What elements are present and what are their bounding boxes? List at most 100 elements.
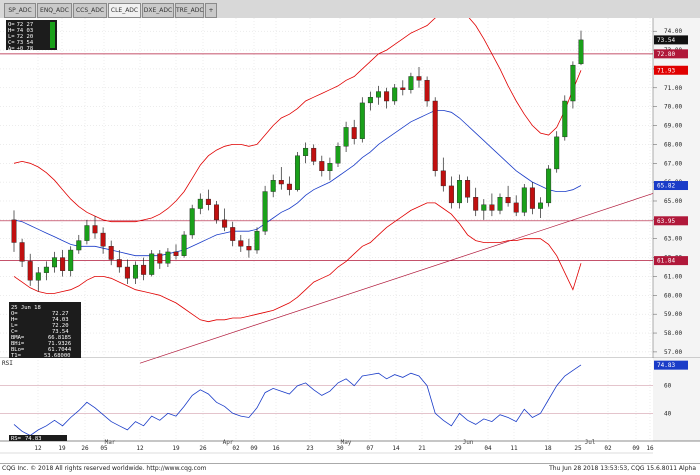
tab-dxe-adc[interactable]: DXE_ADC [142, 3, 174, 18]
rsi-pane [0, 358, 653, 441]
candle [562, 95, 568, 141]
tab-tre-adc[interactable]: TRE_ADC [175, 3, 204, 18]
candle [116, 250, 122, 273]
candle [262, 185, 268, 235]
tab-enq-adc[interactable]: ENQ_ADC [37, 3, 72, 18]
date-day-label: 26 [81, 445, 89, 452]
candle [213, 200, 219, 224]
candle [19, 238, 25, 268]
candle-body [157, 253, 163, 264]
price-tag-bg [654, 181, 688, 191]
candle [416, 67, 422, 88]
candle [351, 119, 357, 145]
rsi-tag-bg [654, 360, 688, 370]
candle [286, 176, 292, 196]
candle [448, 176, 454, 209]
date-day-label: 30 [336, 445, 344, 452]
candle [513, 195, 519, 217]
ohlc-change: Δ= +0 78 [8, 46, 33, 52]
candle [327, 157, 333, 181]
candle [311, 144, 317, 166]
candle [270, 174, 276, 198]
tab-cle-adc[interactable]: CLE_ADC [108, 3, 141, 18]
info-t1: T1= 53.68000 [11, 353, 71, 359]
date-month-label: May [341, 439, 352, 446]
candle-body [546, 168, 552, 204]
candle [384, 87, 390, 109]
candle-body [108, 246, 114, 260]
price-tag: 63.95 [654, 216, 688, 226]
price-tag-bg [654, 35, 688, 45]
tab-ccs-adc[interactable]: CCS_ADC [73, 3, 107, 18]
candle [68, 246, 74, 277]
candle-body [408, 76, 414, 90]
candle-body [262, 191, 268, 232]
date-day-label: 11 [510, 445, 518, 452]
price-tick-label: 61.00 [664, 273, 682, 280]
price-tick-label: 69.00 [664, 123, 682, 130]
candle-body [562, 100, 568, 138]
candle [181, 231, 187, 258]
price-pane [0, 18, 653, 367]
info-high: H= 74.03 [11, 317, 69, 323]
candle-body [376, 91, 382, 98]
add-tab-button[interactable]: + [205, 3, 217, 18]
candle [505, 185, 511, 207]
rsi-readout-bg [9, 435, 67, 441]
candle-body [367, 97, 373, 104]
price-tick-label: 59.00 [664, 311, 682, 318]
candle-body [473, 197, 479, 211]
candle [570, 61, 576, 109]
candle-body [165, 251, 171, 264]
rsi-axis-panel [653, 358, 700, 441]
trendline [139, 193, 654, 364]
price-tick-label: 70.00 [664, 104, 682, 111]
candle [132, 261, 138, 284]
candle [489, 193, 495, 217]
candle [246, 238, 252, 258]
candle-body [132, 264, 138, 279]
tab-sp-adc[interactable]: SP_ADC [4, 3, 36, 18]
bollinger-upper-band [13, 18, 582, 223]
candle-body [521, 187, 527, 213]
date-month-label: Apr [223, 439, 234, 446]
date-day-label: 02 [232, 445, 240, 452]
price-tag-value: 61.84 [657, 258, 675, 265]
price-tag-bg [654, 49, 688, 59]
price-chart-svg[interactable]: 74.0073.0072.0071.0070.0069.0068.0067.00… [0, 18, 700, 463]
candle-body [440, 170, 446, 187]
candle [367, 91, 373, 111]
candle-body [205, 198, 211, 205]
price-tick-label: 65.00 [664, 198, 682, 205]
candle [254, 227, 260, 254]
rsi-tag: 74.83 [654, 360, 688, 370]
candle-body [295, 155, 301, 190]
indicator-lines-layer [0, 18, 654, 364]
price-tag-value: 71.93 [657, 67, 675, 74]
candle-body [481, 204, 487, 211]
candle-body [270, 180, 276, 192]
price-tag: 71.93 [654, 65, 688, 75]
candle [497, 193, 503, 215]
candle-body [100, 232, 106, 247]
rsi-readout: RS= 74.83 [9, 435, 67, 442]
candle [335, 142, 341, 168]
price-axis-panel [653, 18, 700, 367]
info-date: 25 Jun 18 [11, 305, 41, 311]
candle [465, 176, 471, 203]
date-day-label: 04 [484, 445, 492, 452]
candle-body [197, 198, 203, 209]
candle-body [384, 91, 390, 102]
price-tag: 72.80 [654, 49, 688, 59]
ohlc-open: O= 72 27 [8, 22, 33, 28]
candle [319, 155, 325, 177]
price-tag-bg [654, 216, 688, 226]
price-tag: 61.84 [654, 256, 688, 266]
candle [52, 251, 58, 273]
candle-body [457, 180, 463, 204]
rsi-layer [0, 364, 653, 436]
chart-area[interactable]: 74.0073.0072.0071.0070.0069.0068.0067.00… [0, 18, 700, 463]
candle [538, 197, 544, 218]
candle-body [432, 100, 438, 172]
